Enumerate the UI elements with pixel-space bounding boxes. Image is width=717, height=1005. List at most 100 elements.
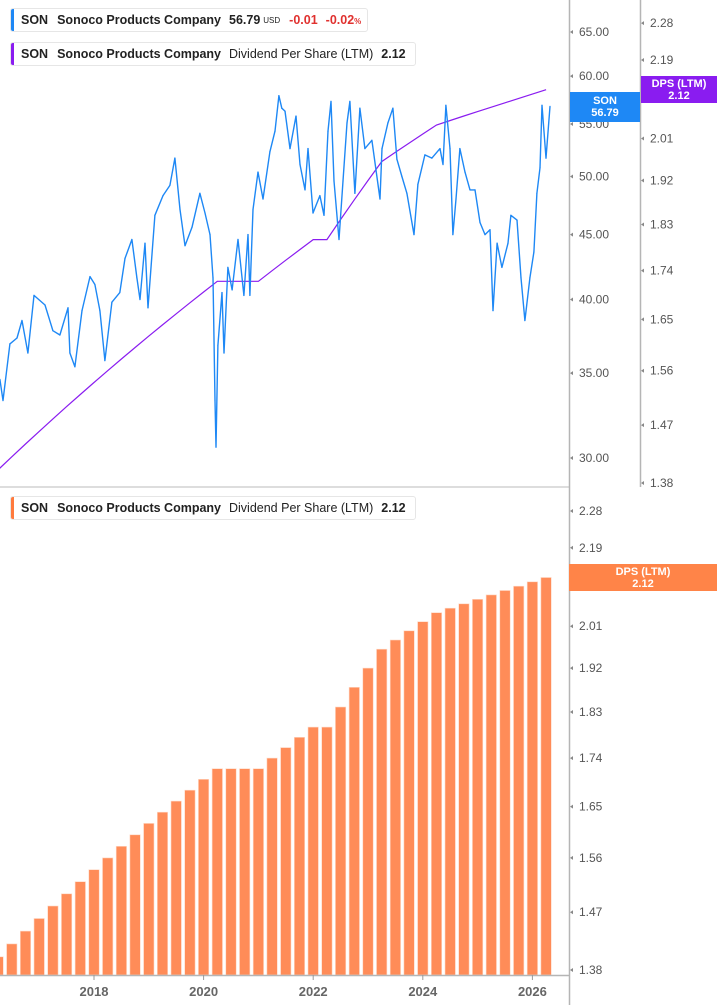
price-point <box>469 189 471 191</box>
price-tick-mark <box>570 232 573 237</box>
tag-label: SON <box>593 95 617 107</box>
price-point <box>2 399 4 402</box>
dps-bar <box>485 594 497 976</box>
dps-bar <box>403 630 415 976</box>
price-point <box>359 107 361 109</box>
price-point <box>136 277 138 279</box>
price-point <box>179 208 181 211</box>
price-point <box>204 212 206 214</box>
price-point <box>94 283 96 286</box>
price-point <box>539 167 541 169</box>
price-series-color <box>11 9 14 31</box>
price-point <box>69 352 71 354</box>
dps-bar <box>335 706 347 976</box>
dps-bar <box>293 736 305 976</box>
dps-bar <box>47 905 59 976</box>
price-tick-mark <box>570 297 573 302</box>
dps-bar-tick-label: 2.19 <box>579 541 603 555</box>
dps-bar <box>19 930 31 976</box>
price-point <box>319 195 321 197</box>
dps-tick-label: 1.74 <box>650 264 674 278</box>
price-point <box>474 189 476 191</box>
dps-bar-tick-label: 1.47 <box>579 905 603 919</box>
dps-top-last-value-tag: DPS (LTM) 2.12 <box>641 76 717 103</box>
price-point <box>323 214 325 216</box>
dps-bar <box>33 918 45 976</box>
dps-bar-tick-mark <box>570 624 573 629</box>
price-point <box>9 343 11 345</box>
dps-bar <box>198 778 210 976</box>
tag-label: DPS (LTM) <box>651 77 707 90</box>
price-point <box>162 195 164 197</box>
tag-value: 2.12 <box>632 577 654 590</box>
dps-bar-tick-mark <box>570 666 573 671</box>
price-point <box>295 115 297 117</box>
price-point <box>342 180 344 182</box>
dps-tick-mark <box>641 268 644 273</box>
price-point <box>237 238 239 241</box>
price-point <box>214 399 216 402</box>
legend-metric: Dividend Per Share (LTM) <box>229 501 374 515</box>
legend-symbol: SON <box>21 47 49 61</box>
price-point <box>44 304 46 306</box>
price-last-value-tag: SON 56.79 <box>570 92 640 122</box>
price-point <box>431 157 433 159</box>
dps-bar <box>225 768 237 976</box>
price-point <box>304 189 306 191</box>
price-point <box>21 319 23 322</box>
price-point <box>520 277 522 279</box>
price-point <box>533 251 535 253</box>
price-point <box>396 158 398 160</box>
change-pct-value: -0.02 <box>325 13 355 27</box>
price-tick-mark <box>570 74 573 79</box>
legend-value: 2.12 <box>381 501 406 515</box>
dps-bar-tick-mark <box>570 508 573 513</box>
dps-bar <box>513 585 525 976</box>
price-point <box>524 319 526 322</box>
price-point <box>174 157 176 159</box>
price-point <box>299 163 301 166</box>
price-point <box>442 163 444 166</box>
price-point <box>169 184 171 186</box>
dps-bar <box>102 857 114 976</box>
dps-tick-mark <box>641 481 644 485</box>
price-point <box>243 294 245 296</box>
x-tick-label: 2022 <box>299 984 328 999</box>
dps-tick-mark <box>641 368 644 373</box>
price-tick-label: 60.00 <box>579 69 609 83</box>
dps-bar <box>143 823 155 976</box>
price-point <box>0 378 1 380</box>
price-point <box>16 337 18 339</box>
price-point <box>191 226 193 228</box>
price-point <box>381 148 383 150</box>
dps-bar <box>266 757 278 976</box>
dps-bottom-last-value-tag: DPS (LTM) 2.12 <box>569 564 717 591</box>
price-point <box>144 242 146 244</box>
price-point <box>413 234 415 236</box>
price-point <box>371 139 373 141</box>
dps-bar <box>540 577 552 976</box>
tag-value: 2.12 <box>668 89 690 102</box>
price-point <box>67 307 69 309</box>
dps-bar <box>157 811 169 976</box>
price-point <box>510 214 512 216</box>
price-point <box>459 148 461 150</box>
price-tick-label: 50.00 <box>579 170 609 184</box>
dps-tick-label: 1.65 <box>650 312 674 326</box>
legend-symbol: SON <box>21 13 49 27</box>
dps-bar-tick-mark <box>570 968 573 972</box>
price-point <box>349 100 351 102</box>
price-point <box>417 183 419 185</box>
price-point <box>338 238 340 241</box>
dps-bar <box>472 598 484 976</box>
price-tick-label: 40.00 <box>579 292 609 306</box>
dps-tick-mark <box>641 423 644 428</box>
dps-bar-tick-label: 1.65 <box>579 800 603 814</box>
price-point <box>262 198 264 200</box>
dps-bar <box>0 956 4 976</box>
legend-symbol: SON <box>21 501 49 515</box>
dps-bar-tick-mark <box>570 910 573 915</box>
price-point <box>274 130 276 132</box>
price-point <box>289 148 291 150</box>
